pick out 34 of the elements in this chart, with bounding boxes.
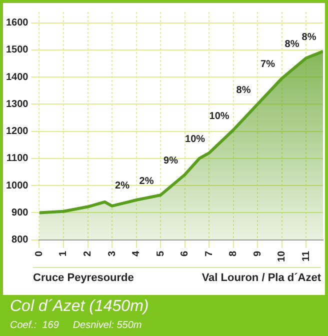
y-tick-label: 1300 — [6, 98, 29, 110]
y-tick-label: 900 — [12, 208, 29, 218]
text: Col d´Azet (1450m) — [10, 298, 149, 316]
y-tick-label: 1600 — [6, 18, 29, 29]
x-tick-label: 3 — [106, 250, 118, 256]
y-tick-label: 800 — [12, 234, 29, 246]
x-tick-label: 6 — [180, 250, 191, 256]
x-tick-label: 9 — [252, 250, 264, 256]
text: Cruce Peyresourde — [33, 272, 134, 284]
annotation: 8% — [284, 38, 300, 50]
annotation: 10% — [185, 134, 206, 145]
y-tick-label: 1000 — [6, 180, 29, 192]
x-tick-label: 1 — [58, 250, 70, 256]
text: Val Louron / Pla d´Azet — [202, 272, 321, 284]
text: Coef.: 169 Desnivel: 550m — [10, 320, 142, 331]
annotation: 7% — [260, 59, 276, 70]
x-tick-label: 2 — [82, 250, 94, 256]
annotation: 8% — [236, 84, 251, 96]
annotation: 2% — [115, 180, 130, 192]
x-tick-label: 7 — [204, 250, 215, 256]
x-tick-label: 11 — [300, 250, 312, 262]
x-tick-label: 4 — [131, 250, 142, 256]
x-tick-label: 0 — [34, 250, 45, 256]
annotation: 10% — [209, 110, 230, 122]
x-tick-label: 5 — [155, 250, 166, 256]
x-tick-label: 10 — [276, 250, 288, 262]
y-tick-label: 1500 — [6, 44, 29, 56]
annotation: 2% — [139, 176, 154, 187]
y-tick-label: 1400 — [6, 72, 29, 83]
annotation: 9% — [164, 156, 178, 167]
x-tick-label: 8 — [228, 250, 240, 256]
annotation: 8% — [302, 32, 316, 44]
y-tick-label: 1100 — [6, 153, 29, 164]
y-tick-label: 1200 — [6, 126, 29, 138]
